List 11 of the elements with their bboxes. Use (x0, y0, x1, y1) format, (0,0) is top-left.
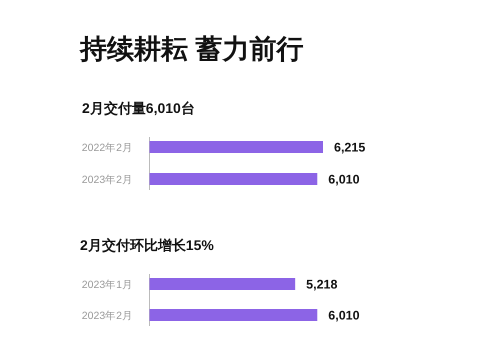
y-tick-label: 2023年1月 (82, 279, 133, 291)
data-label: 5,218 (306, 278, 338, 292)
chart-title: 持续耕耘 蓄力前行 (79, 34, 304, 64)
y-tick-label: 2022年2月 (82, 142, 133, 154)
data-label: 6,010 (328, 172, 360, 186)
y-tick-label: 2023年2月 (82, 174, 133, 186)
chart-title: 2月交付环比增长15% (80, 237, 214, 253)
chart-subtitle: 2月交付量6,010台 (82, 100, 195, 116)
data-label: 6,010 (328, 308, 360, 322)
y-tick-label: 2023年2月 (82, 310, 133, 322)
data-label: 6,215 (334, 140, 366, 154)
